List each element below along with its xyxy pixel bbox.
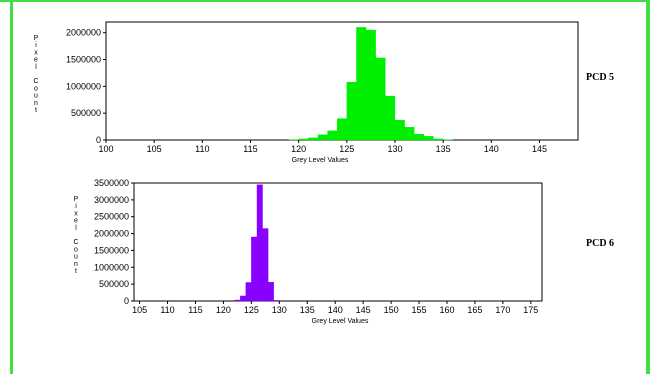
x-tick-label: 125 [244,305,259,315]
x-tick-label: 105 [132,305,147,315]
x-tick-label: 130 [272,305,287,315]
panel-label-pcd5: PCD 5 [586,72,615,83]
x-tick-label: 165 [467,305,482,315]
histogram-bar [245,282,252,302]
y-tick-label: 2500000 [94,212,129,222]
histogram-bar [423,136,434,141]
histogram-bar [273,300,280,302]
x-tick-label: 130 [387,144,402,154]
x-tick-label: 155 [412,305,427,315]
y-tick-label: 1500000 [66,55,101,65]
plot-frame [133,182,543,302]
frame-right-border [646,0,650,374]
histogram-bar [256,184,263,302]
x-tick-label: 125 [339,144,354,154]
y-tick-label: 500000 [99,279,129,289]
y-tick-label: 0 [124,296,129,306]
panel-label-pcd6: PCD 6 [586,238,615,249]
x-tick-label: 140 [328,305,343,315]
x-tick-label: 120 [291,144,306,154]
histogram-bar [267,281,274,302]
x-tick-label: 145 [532,144,547,154]
histogram-bar [385,95,396,141]
x-tick-label: 135 [300,305,315,315]
x-tick-label: 160 [439,305,454,315]
histogram-bar [404,126,415,141]
y-tick-label: 1500000 [94,245,129,255]
y-tick-label: 500000 [71,108,101,118]
y-tick-label: 2000000 [66,28,101,38]
x-tick-label: 145 [356,305,371,315]
y-tick-label: 1000000 [94,262,129,272]
histogram-bar [433,138,444,141]
y-tick-label: 3500000 [94,178,129,188]
x-tick-label: 175 [523,305,538,315]
y-tick-label: 2000000 [94,229,129,239]
histogram-bar [240,295,246,302]
x-tick-label: 110 [160,305,174,315]
y-tick-label: 0 [96,135,101,145]
x-tick-label: 150 [384,305,399,315]
x-tick-label: 105 [147,144,162,154]
x-tick-label: 115 [243,144,257,154]
histogram-bar [262,228,269,302]
y-tick-label: 3000000 [94,195,129,205]
y-tick-label: 1000000 [66,81,101,91]
x-tick-label: 120 [216,305,231,315]
x-tick-label: 135 [436,144,451,154]
x-tick-label: 110 [195,144,209,154]
histogram-bar [234,299,241,302]
x-tick-label: 100 [98,144,113,154]
x-tick-label: 115 [188,305,202,315]
frame-top-border [0,0,650,2]
x-axis-title: Grey Level Values [312,318,369,325]
frame-left-border [10,0,13,374]
x-tick-label: 170 [495,305,510,315]
x-tick-label: 140 [484,144,499,154]
histogram-bar [251,236,258,302]
x-axis-title: Grey Level Values [292,157,349,164]
